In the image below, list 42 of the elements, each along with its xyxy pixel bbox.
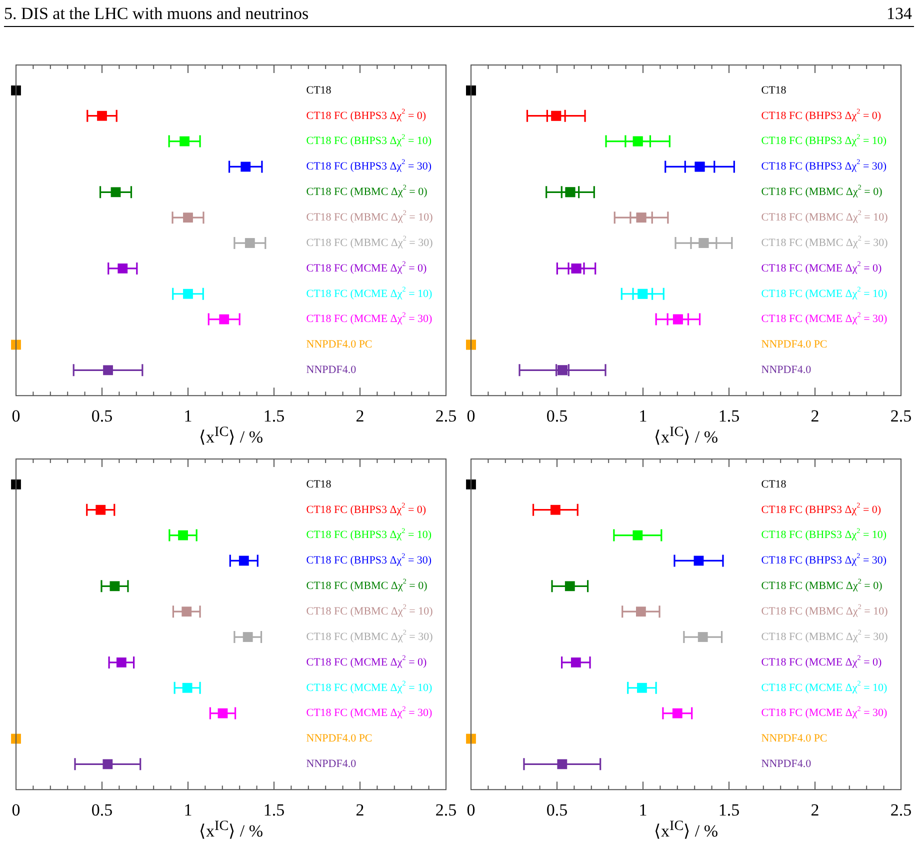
x-tick-label: 2 — [810, 406, 820, 426]
y-tick-label: NNPDF4.0 PC — [761, 338, 828, 351]
x-tick-label: 0 — [466, 406, 476, 426]
y-tick-label: CT18 — [761, 478, 787, 490]
x-tick-label: 1 — [184, 406, 192, 426]
y-tick-label: CT18 — [306, 84, 332, 96]
x-tick-label: 1.5 — [718, 406, 740, 426]
y-tick-label: NNPDF4.0 — [306, 758, 357, 770]
x-axis-title: ⟨x$^{IC}$⟩ / % — [198, 818, 264, 842]
y-tick-label: NNPDF4.0 — [761, 364, 812, 376]
x-tick-label: 2.5 — [435, 406, 457, 426]
x-tick-label: 0 — [466, 800, 476, 820]
text: 5. DIS at the LHC with muons and neutrinos — [4, 4, 309, 24]
x-tick-label: 2.5 — [890, 800, 912, 820]
x-tick-label: 0.5 — [91, 406, 113, 426]
x-tick-label: 0.5 — [546, 406, 568, 426]
y-tick-label: CT18 — [761, 84, 787, 96]
x-tick-label: 1.5 — [263, 406, 285, 426]
x-tick-label: 2 — [810, 800, 820, 820]
x-tick-label: 0.5 — [91, 800, 113, 820]
y-tick-label: NNPDF4.0 — [306, 364, 357, 376]
y-tick-label: NNPDF4.0 PC — [306, 732, 372, 745]
x-tick-label: 1 — [184, 800, 192, 820]
y-tick-label: NNPDF4.0 — [761, 758, 812, 770]
x-tick-label: 1 — [638, 800, 648, 820]
x-tick-label: 1 — [638, 406, 648, 426]
x-axis-title: ⟨x$^{IC}$⟩ / % — [198, 424, 264, 448]
text: 134 — [886, 4, 912, 24]
x-tick-label: 1.5 — [263, 800, 285, 820]
x-tick-label: 0.5 — [546, 800, 568, 820]
y-tick-label: NNPDF4.0 PC — [761, 732, 828, 745]
x-tick-label: 2.5 — [435, 800, 457, 820]
x-tick-label: 2 — [356, 406, 364, 426]
x-tick-label: 0 — [12, 800, 20, 820]
x-tick-label: 0 — [12, 406, 20, 426]
y-tick-label: NNPDF4.0 PC — [306, 338, 372, 351]
y-tick-label: CT18 — [306, 478, 332, 490]
x-axis-title: ⟨x$^{IC}$⟩ / % — [654, 424, 718, 448]
x-tick-label: 2 — [356, 800, 364, 820]
x-tick-label: 2.5 — [890, 406, 912, 426]
x-tick-label: 1.5 — [718, 800, 740, 820]
x-axis-title: ⟨x$^{IC}$⟩ / % — [654, 818, 718, 842]
